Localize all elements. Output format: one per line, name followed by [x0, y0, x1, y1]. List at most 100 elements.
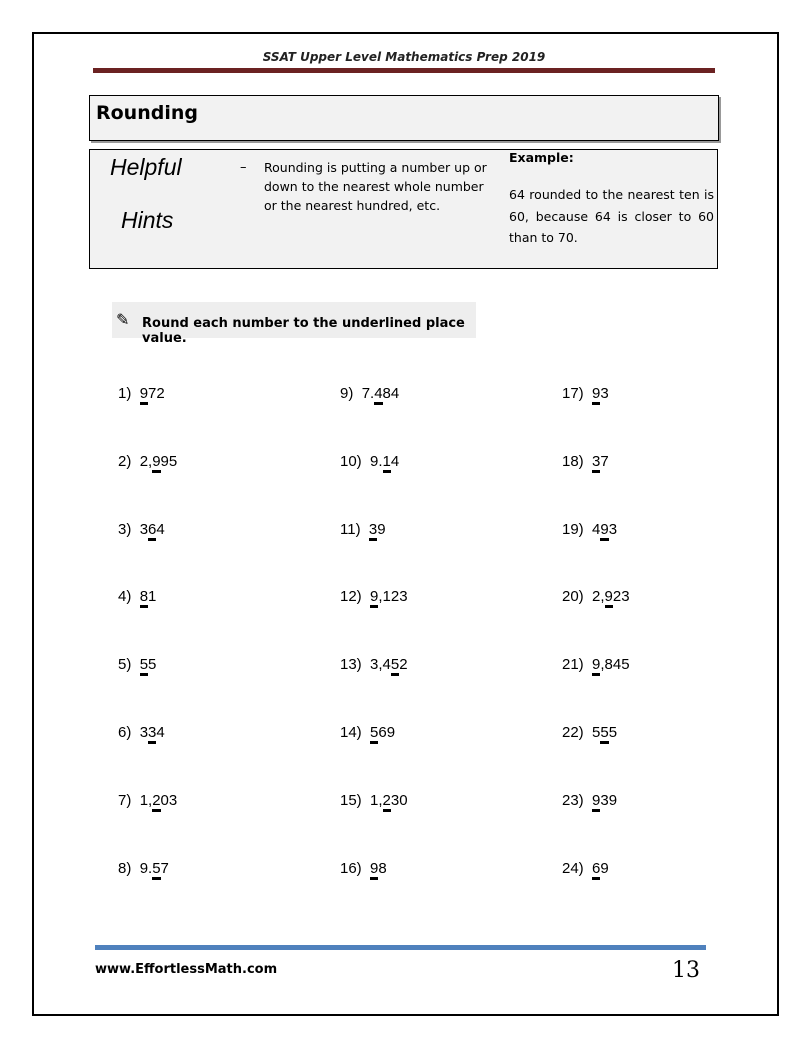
problem-number: 5)	[118, 656, 132, 674]
problem-prefix: 2,	[139, 452, 153, 470]
problem-suffix: 3	[600, 385, 609, 402]
underlined-digit: 6	[148, 520, 157, 541]
problem-prefix: 7.	[361, 385, 375, 402]
problem-number: 11)	[340, 520, 361, 538]
problem-number: 1)	[118, 385, 132, 402]
underlined-digit: 3	[368, 520, 378, 541]
helpful-hints-box: Helpful Hints – Rounding is putting a nu…	[89, 149, 718, 269]
problem-number: 9)	[340, 385, 354, 402]
underlined-digit: 5	[600, 724, 609, 744]
problem-suffix: 1	[148, 588, 157, 606]
underlined-digit: 9	[139, 385, 149, 405]
problem-number: 8)	[118, 859, 132, 877]
problem-suffix: 8	[378, 859, 387, 877]
problem-item: 11) 39	[340, 520, 386, 541]
underlined-digit: 9	[604, 588, 613, 609]
page-number: 13	[672, 958, 700, 983]
instruction-box: ✎ Round each number to the underlined pl…	[112, 302, 476, 346]
example-text: 64 rounded to the nearest ten is 60, bec…	[509, 187, 714, 245]
problem-number: 15)	[340, 791, 362, 809]
problem-suffix: 5	[148, 656, 157, 674]
underlined-digit: 4	[374, 385, 383, 405]
hint-text: Rounding is putting a number up or down …	[264, 160, 487, 213]
problem-suffix: 2	[399, 656, 408, 674]
problem-item: 8) 9.57	[118, 859, 169, 880]
problem-item: 21) 9,845	[562, 656, 630, 677]
underlined-digit: 5	[370, 724, 379, 744]
problem-number: 20)	[562, 588, 584, 606]
problem-prefix: 2,	[592, 588, 605, 606]
problem-suffix: 7	[160, 859, 169, 877]
problem-item: 2) 2,995	[118, 452, 178, 473]
problem-suffix: 84	[382, 385, 400, 402]
problem-number: 6)	[118, 724, 132, 741]
problem-item: 20) 2,923	[562, 588, 630, 609]
underlined-digit: 9	[592, 656, 601, 677]
problem-prefix: 9.	[139, 859, 153, 877]
underlined-digit: 9	[592, 385, 601, 405]
problem-number: 16)	[340, 859, 362, 877]
underlined-digit: 2	[382, 791, 391, 812]
problem-item: 12) 9,123	[340, 588, 408, 609]
problem-item: 17) 93	[562, 385, 609, 405]
problem-item: 4) 81	[118, 588, 157, 609]
problem-suffix: 03	[160, 791, 178, 809]
problem-suffix: 23	[612, 588, 630, 606]
problem-item: 16) 98	[340, 859, 387, 880]
problem-number: 13)	[340, 656, 362, 674]
footer-website: www.EffortlessMath.com	[95, 962, 278, 977]
section-title-box: Rounding	[89, 95, 719, 141]
header-title: SSAT Upper Level Mathematics Prep 2019	[262, 50, 546, 64]
underlined-digit: 9	[600, 520, 609, 541]
problem-number: 4)	[118, 588, 132, 606]
underlined-digit: 9	[370, 588, 379, 609]
problem-number: 23)	[562, 791, 584, 809]
underlined-digit: 1	[382, 452, 391, 473]
problem-item: 5) 55	[118, 656, 157, 677]
problem-prefix: 9.	[370, 452, 383, 470]
problem-item: 14) 569	[340, 724, 396, 744]
underlined-digit: 8	[139, 588, 149, 609]
problem-suffix: 72	[148, 385, 165, 402]
underlined-digit: 3	[148, 724, 157, 744]
problem-prefix: 1,	[139, 791, 153, 809]
problem-item: 10) 9.14	[340, 452, 400, 473]
problem-suffix: 4	[390, 452, 400, 470]
problem-prefix: 5	[592, 724, 601, 741]
problem-suffix: ,845	[600, 656, 630, 674]
problem-suffix: 4	[156, 520, 165, 538]
problem-number: 2)	[118, 452, 132, 470]
problem-prefix: 4	[592, 520, 601, 538]
problem-number: 3)	[118, 520, 132, 538]
hints-dash: –	[240, 160, 247, 175]
problem-number: 24)	[562, 859, 584, 877]
problem-suffix: 95	[160, 452, 178, 470]
header-divider	[93, 68, 715, 73]
problem-suffix: 9	[600, 859, 609, 877]
problem-prefix: 3,4	[370, 656, 391, 674]
problem-item: 13) 3,452	[340, 656, 408, 677]
problem-item: 6) 334	[118, 724, 165, 744]
problem-number: 18)	[562, 452, 584, 470]
hints-word-hints: Hints	[121, 207, 174, 233]
problem-suffix: 5	[608, 724, 618, 741]
underlined-digit: 6	[592, 859, 601, 880]
problem-suffix: 69	[378, 724, 396, 741]
problem-item: 3) 364	[118, 520, 165, 541]
problem-suffix: ,123	[378, 588, 408, 606]
problem-item: 7) 1,203	[118, 791, 178, 812]
problem-number: 7)	[118, 791, 132, 809]
underlined-digit: 2	[152, 791, 161, 812]
problem-number: 19)	[562, 520, 584, 538]
example-label: Example:	[509, 150, 574, 165]
problem-prefix: 1,	[370, 791, 383, 809]
problem-item: 23) 939	[562, 791, 617, 812]
section-title: Rounding	[96, 102, 198, 124]
problem-suffix: 30	[390, 791, 408, 809]
problem-item: 18) 37	[562, 452, 609, 473]
problem-item: 1) 972	[118, 385, 165, 405]
page-border	[32, 32, 779, 1016]
problem-suffix: 9	[377, 520, 386, 538]
underlined-digit: 5	[139, 656, 149, 677]
